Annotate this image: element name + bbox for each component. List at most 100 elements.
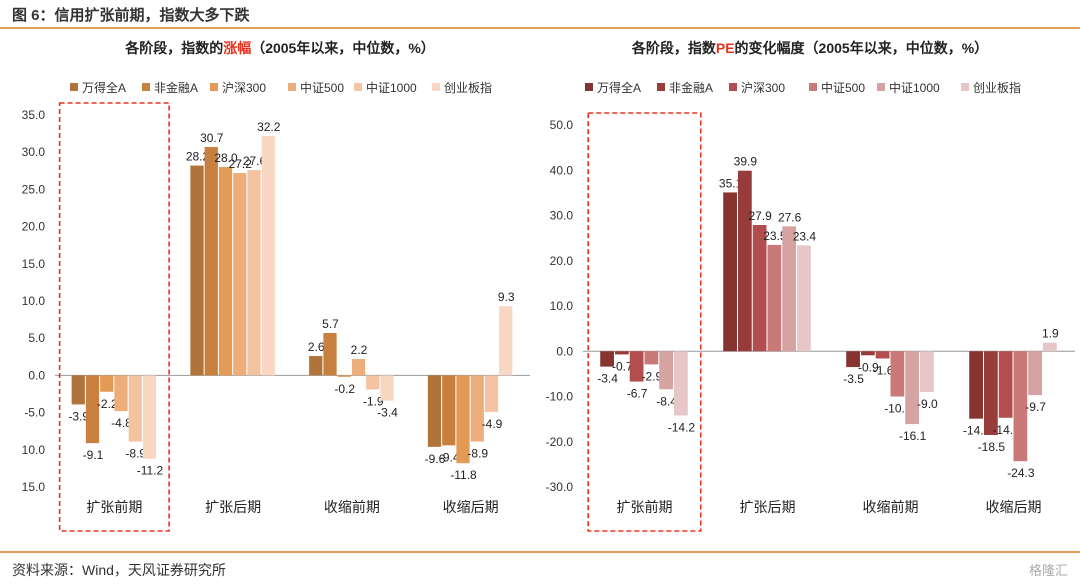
data-label: -4.9 (482, 417, 503, 431)
bar (100, 375, 114, 392)
data-label: 35.1 (719, 176, 743, 190)
data-label: 1.9 (1042, 327, 1059, 341)
category-label: 收缩后期 (443, 499, 499, 515)
data-label: 2.6 (308, 340, 325, 354)
data-label: 23.4 (793, 229, 817, 243)
bar (218, 167, 233, 376)
legend-label: 创业板指 (444, 80, 492, 95)
legend-item: 中证500 (809, 80, 865, 95)
data-label: -14.9 (963, 424, 991, 438)
legend-label: 沪深300 (741, 81, 785, 95)
chart-title-highlight: 涨幅 (223, 40, 251, 56)
data-label: 9.3 (498, 290, 515, 304)
data-label: -0.9 (858, 360, 879, 374)
bar (114, 375, 128, 412)
legend-item: 非金融A (657, 80, 713, 95)
legend-label: 万得全A (597, 80, 641, 95)
data-label: 28.0 (214, 151, 238, 165)
data-label: -2.9 (642, 369, 663, 383)
bar (674, 351, 688, 416)
legend-label: 中证1000 (889, 80, 940, 95)
watermark-logo: 格隆汇 (1028, 563, 1068, 578)
legend-item: 沪深300 (210, 81, 266, 95)
y-tick-label: -30.0 (546, 480, 574, 494)
legend-item: 创业板指 (961, 80, 1021, 95)
returns-bar-chart: 各阶段，指数的涨幅（2005年以来，中位数，%） 万得全A 非金融A 沪深300 中证5… (22, 40, 530, 532)
pe-change-bar-chart: 各阶段，指数PE的变化幅度（2005年以来，中位数，%） 万得全A 非金融A 沪深30… (546, 40, 1075, 532)
chart-title-prefix: 各阶段，指数 (631, 40, 717, 56)
chart-title-suffix: （2005年以来，中位数，%） (251, 40, 435, 56)
legend-item: 沪深300 (729, 81, 785, 95)
category-label: 扩张前期 (86, 499, 142, 515)
category-label: 收缩后期 (986, 499, 1042, 515)
bar (614, 351, 629, 355)
legend-swatch (877, 83, 885, 91)
bar (190, 165, 204, 376)
bar (752, 225, 767, 352)
bar (261, 135, 275, 376)
data-label: -3.9 (68, 409, 89, 423)
y-tick-label: -10.0 (546, 390, 574, 404)
y-tick-label: 0.0 (28, 368, 45, 382)
data-label: -0.2 (334, 382, 355, 396)
data-label: -8.9 (125, 447, 146, 461)
data-label: -3.4 (377, 406, 398, 420)
legend-swatch (432, 83, 440, 91)
source-note: 资料来源：Wind，天风证券研究所 (12, 562, 226, 578)
data-label: -3.4 (597, 372, 618, 386)
data-label: -3.5 (843, 372, 864, 386)
highlight-box (58, 102, 170, 532)
bar (629, 351, 644, 382)
bar (797, 245, 811, 352)
data-label: 27.6 (243, 154, 267, 168)
data-label: -1.6 (873, 363, 894, 377)
bar (920, 351, 934, 392)
legend-item: 中证1000 (877, 80, 940, 95)
category-label: 扩张后期 (740, 499, 796, 515)
data-label: -9.4 (439, 450, 460, 464)
data-label: -2.2 (97, 397, 118, 411)
bar (1013, 351, 1028, 462)
bar (600, 351, 614, 367)
legend-swatch (70, 83, 78, 91)
legend-swatch (585, 83, 593, 91)
y-tick-label: 10.0 (550, 299, 574, 313)
bar (323, 332, 337, 376)
y-tick-label: 5.0 (28, 331, 45, 345)
legend-item: 中证500 (288, 80, 344, 95)
bar (644, 351, 659, 365)
bar (905, 351, 920, 425)
data-label: -14.2 (668, 421, 696, 435)
data-label: -4.8 (111, 416, 132, 430)
data-label: 5.7 (322, 317, 339, 331)
category-label: 扩张前期 (617, 499, 673, 515)
data-label: -9.6 (425, 452, 446, 466)
y-tick-label: 30.0 (22, 145, 46, 159)
legend-label: 万得全A (82, 80, 126, 95)
bar (860, 351, 875, 356)
legend-label: 中证1000 (366, 80, 417, 95)
y-tick-label: 10.0 (22, 443, 46, 457)
y-tick-label: 15.0 (22, 257, 46, 271)
legend-label: 创业板指 (973, 80, 1021, 95)
chart-title: 各阶段，指数的涨幅（2005年以来，中位数，%） (124, 40, 435, 56)
data-label: 2.2 (351, 343, 368, 357)
data-label: 30.7 (200, 131, 224, 145)
chart-title-prefix: 各阶段，指数的 (124, 40, 223, 56)
bar (128, 375, 142, 442)
legend-label: 沪深300 (222, 81, 266, 95)
legend-swatch (142, 83, 150, 91)
bar (723, 192, 737, 352)
bar (351, 359, 366, 376)
data-label: -16.1 (899, 429, 927, 443)
bar (71, 375, 85, 405)
data-label: 28.2 (186, 150, 210, 164)
bottom-rule (0, 551, 1080, 553)
bar (782, 226, 797, 352)
bar (499, 306, 513, 376)
data-label: 27.6 (778, 210, 802, 224)
y-tick-label: 25.0 (22, 182, 46, 196)
bar (890, 351, 905, 397)
data-label: -10.0 (884, 402, 912, 416)
category-label: 扩张后期 (205, 499, 261, 515)
